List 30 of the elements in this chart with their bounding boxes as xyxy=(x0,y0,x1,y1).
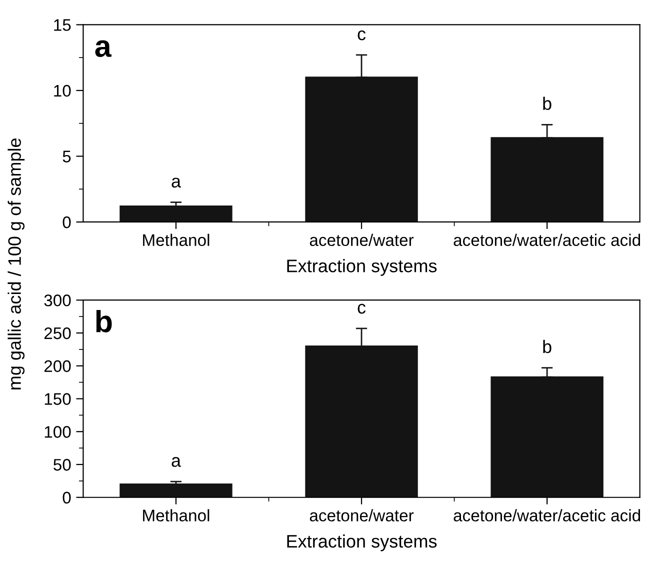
y-tick-label: 150 xyxy=(44,393,71,405)
y-tick-label: 10 xyxy=(54,84,71,97)
y-tick-label: 5 xyxy=(62,150,71,162)
y-tick-label: 0 xyxy=(62,216,71,228)
y-tick-label: 15 xyxy=(54,19,71,31)
x-tick-label: Methanol xyxy=(143,509,210,522)
x-tick-label: acetone/water/acetic acid xyxy=(454,234,640,246)
annotation: a xyxy=(172,457,181,467)
bar xyxy=(120,484,232,498)
annotation: c xyxy=(358,304,366,314)
y-axis-title: mg gallic acid / 100 g of sample xyxy=(8,138,25,390)
x-tick-label: acetone/water/acetic acid xyxy=(454,509,640,522)
y-tick-label: 200 xyxy=(44,360,71,372)
annotation: a xyxy=(172,178,181,188)
y-tick-label: 100 xyxy=(44,426,71,438)
y-tick-label: 0 xyxy=(62,492,71,504)
y-tick-label: 250 xyxy=(44,327,71,340)
annotation: b xyxy=(96,310,112,332)
y-tick-label: 300 xyxy=(44,294,71,306)
y-tick-label: 50 xyxy=(54,458,71,471)
annotation: a xyxy=(95,40,112,58)
x-axis-title: Extraction systems xyxy=(287,534,437,552)
x-tick-label: Methanol xyxy=(143,234,210,246)
annotation: b xyxy=(543,340,552,354)
annotation: b xyxy=(543,96,552,110)
x-axis-title: Extraction systems xyxy=(287,259,437,276)
bar xyxy=(120,206,232,222)
x-tick-label: acetone/water xyxy=(310,509,414,522)
annotation: c xyxy=(358,30,366,40)
x-tick-label: acetone/water xyxy=(310,234,414,246)
